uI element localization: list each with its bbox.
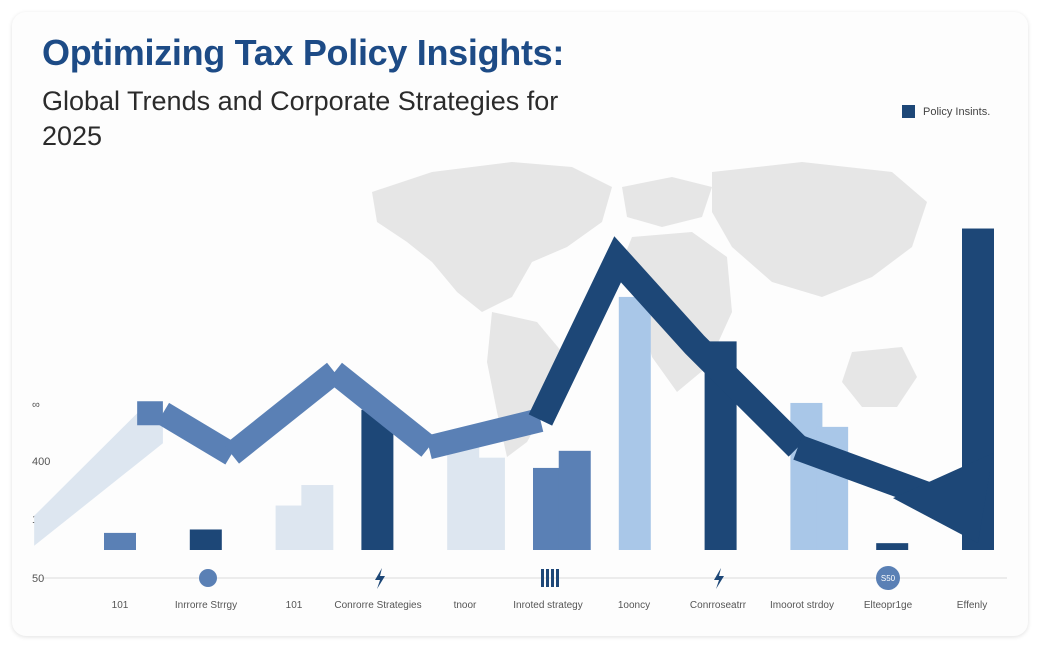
lightning-icon-shape [714, 568, 724, 589]
trend-line-dark [528, 236, 807, 457]
badge-icon-text: S50 [881, 574, 896, 583]
lightning-icon [375, 568, 385, 589]
trend-line-segment [224, 362, 342, 464]
legend: Policy Insints. [902, 105, 990, 118]
bar [189, 529, 222, 550]
x-tick-label: Effenly [957, 600, 987, 611]
x-tick-label: Inroted strategy [513, 600, 582, 611]
x-tick-label: 1ooncy [618, 600, 650, 611]
map-europe [622, 177, 712, 227]
bar [876, 543, 909, 550]
trend-line-segment [426, 408, 544, 460]
bar [558, 450, 591, 550]
bar [361, 409, 394, 550]
lightning-icon-shape [375, 568, 385, 589]
columns-icon [541, 569, 559, 587]
legend-swatch [902, 105, 915, 118]
columns-icon-bar [551, 569, 554, 587]
badge-icon-circle [876, 566, 900, 590]
bar [472, 457, 505, 550]
map-australia [842, 347, 917, 407]
legend-label: Policy Insints. [923, 105, 991, 118]
bar [618, 296, 651, 550]
x-tick-label: 101 [112, 600, 129, 611]
x-tick-label: Inrrorre Strrgy [175, 600, 237, 611]
y-tick-label: ∞ [32, 399, 40, 411]
chart-card: Optimizing Tax Policy Insights: Global T… [12, 12, 1028, 636]
coin-icon [199, 569, 217, 587]
y-tick-label: 400 [32, 456, 50, 468]
columns-icon-bar [556, 569, 559, 587]
badge-icon: S50 [876, 566, 900, 590]
x-tick-label: tnoor [454, 600, 477, 611]
x-tick-label: Conrroseatrr [690, 600, 747, 611]
columns-icon-bar [546, 569, 549, 587]
lightning-icon [714, 568, 724, 589]
map-asia [712, 162, 927, 297]
trend-line-segment [327, 362, 437, 457]
columns-icon-bar [541, 569, 544, 587]
bar [104, 532, 136, 550]
x-tick-label: Elteopr1ge [864, 600, 913, 611]
y-tick-label: 50 [32, 573, 44, 585]
chart-title: Optimizing Tax Policy Insights: [42, 32, 565, 73]
coin-icon-shape [199, 569, 217, 587]
x-tick-label: 101 [286, 600, 303, 611]
trend-area-light [34, 413, 163, 546]
trend-arrow-head [893, 453, 993, 544]
map-north-america [372, 162, 612, 312]
bar [301, 485, 334, 550]
x-tick-label: Imoorot strdoy [770, 600, 834, 611]
trend-line-segment [156, 402, 238, 465]
x-tick-label: Conrorre Strategies [334, 600, 421, 611]
chart-subtitle: Global Trends and Corporate Strategies f… [42, 86, 559, 151]
